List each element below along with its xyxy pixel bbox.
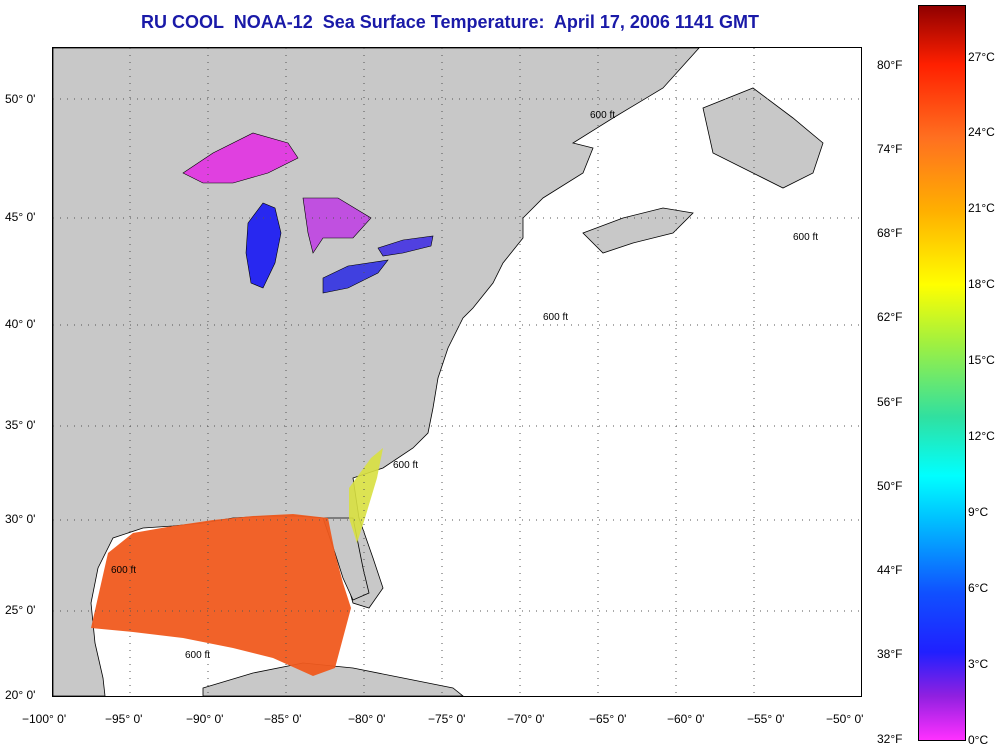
lon-grid	[129, 48, 755, 696]
contour-label-3: 600 ft	[793, 232, 818, 243]
colorbar-f-label: 80°F	[877, 58, 903, 72]
lon-tick: −60° 0'	[667, 712, 705, 726]
contour-label-6: 600 ft	[185, 650, 210, 661]
lake-ontario	[377, 235, 434, 257]
lon-tick: −65° 0'	[589, 712, 627, 726]
lake-huron	[302, 197, 372, 254]
chart-title: RU COOL NOAA-12 Sea Surface Temperature:…	[141, 12, 759, 32]
colorbar-f-label: 68°F	[877, 226, 903, 240]
lat-tick: 25° 0'	[5, 603, 36, 617]
colorbar-f-label: 74°F	[877, 142, 903, 156]
colorbar-c-label: 3°C	[968, 657, 989, 671]
lat-tick: 35° 0'	[5, 418, 36, 432]
colorbar-f-label: 62°F	[877, 310, 903, 324]
lon-tick: −85° 0'	[264, 712, 302, 726]
lat-tick: 20° 0'	[5, 688, 36, 702]
colorbar-c-label: 12°C	[968, 429, 995, 443]
lon-tick: −80° 0'	[348, 712, 386, 726]
sst-map: 600 ft 600 ft 600 ft 600 ft 600 ft 600 f…	[52, 47, 862, 697]
colorbar-c-label: 18°C	[968, 277, 995, 291]
lon-tick: −90° 0'	[186, 712, 224, 726]
atlantic-sst-strip	[349, 448, 383, 543]
colorbar-c-label: 15°C	[968, 353, 995, 367]
lon-tick: −95° 0'	[105, 712, 143, 726]
colorbar-c-label: 6°C	[968, 581, 989, 595]
lake-superior	[182, 132, 299, 184]
colorbar-c-label: 24°C	[968, 125, 995, 139]
map-svg: 600 ft 600 ft 600 ft 600 ft 600 ft 600 f…	[53, 48, 861, 696]
lon-tick: −70° 0'	[507, 712, 545, 726]
colorbar-c-label: 27°C	[968, 50, 995, 64]
land-newfoundland	[702, 87, 824, 189]
lat-tick: 45° 0'	[5, 210, 36, 224]
lake-michigan	[245, 202, 282, 289]
gulf-sst-swath	[91, 514, 351, 676]
lon-tick: −75° 0'	[428, 712, 466, 726]
colorbar-f-label: 32°F	[877, 732, 903, 746]
colorbar	[918, 5, 966, 741]
land-nova-scotia	[582, 207, 694, 254]
contour-label-2: 600 ft	[543, 312, 568, 323]
colorbar-c-label: 0°C	[968, 733, 989, 747]
colorbar-f-label: 44°F	[877, 563, 903, 577]
lon-tick: −50° 0'	[826, 712, 864, 726]
contour-label-1: 600 ft	[590, 110, 615, 121]
colorbar-c-label: 9°C	[968, 505, 989, 519]
land-cuba	[202, 662, 464, 696]
contour-label-5: 600 ft	[111, 565, 136, 576]
lat-tick: 40° 0'	[5, 317, 36, 331]
colorbar-f-label: 56°F	[877, 395, 903, 409]
colorbar-c-label: 21°C	[968, 201, 995, 215]
colorbar-f-label: 38°F	[877, 647, 903, 661]
lat-tick: 50° 0'	[5, 92, 36, 106]
lon-tick: −55° 0'	[747, 712, 785, 726]
lake-erie	[322, 259, 389, 294]
colorbar-f-label: 50°F	[877, 479, 903, 493]
lat-tick: 30° 0'	[5, 512, 36, 526]
lon-tick: −100° 0'	[22, 712, 67, 726]
contour-label-4: 600 ft	[393, 460, 418, 471]
